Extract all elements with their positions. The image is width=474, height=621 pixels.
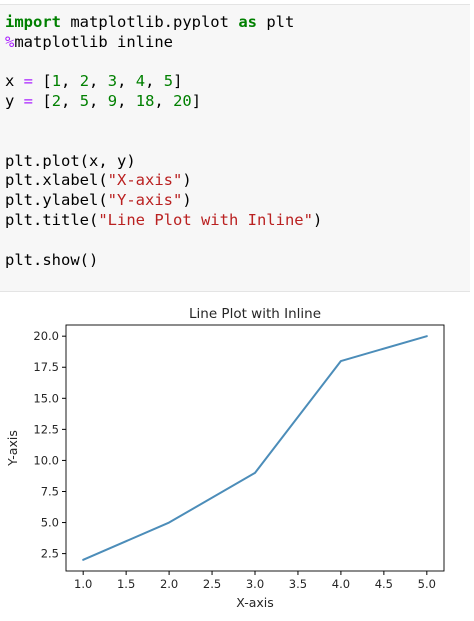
code-line: plt.plot(x, y)	[5, 152, 322, 172]
code-token: y	[5, 92, 24, 110]
code-token: [	[33, 72, 52, 90]
y-axis-label: Y-axis	[5, 430, 20, 467]
code-line: plt.ylabel("Y-axis")	[5, 191, 322, 211]
code-token: 2	[52, 92, 61, 110]
code-token: )	[313, 211, 322, 229]
y-tick-label: 15.0	[33, 391, 59, 405]
code-editor[interactable]: import matplotlib.pyplot as plt%matplotl…	[5, 13, 322, 270]
code-token: plt	[257, 13, 294, 31]
chart-title: Line Plot with Inline	[189, 306, 321, 322]
x-tick-label: 4.0	[332, 577, 350, 591]
code-line: plt.xlabel("X-axis")	[5, 171, 322, 191]
code-token: =	[24, 92, 33, 110]
x-tick-label: 2.0	[160, 577, 178, 591]
code-token: import	[5, 13, 61, 31]
code-token: %	[5, 33, 14, 51]
code-token: ,	[89, 72, 108, 90]
code-token: plt.xlabel(	[5, 171, 108, 189]
code-token: )	[182, 191, 191, 209]
code-token: matplotlib.pyplot	[61, 13, 238, 31]
code-line: plt.show()	[5, 251, 322, 271]
code-token: matplotlib inline	[14, 33, 173, 51]
code-token: 5	[164, 72, 173, 90]
code-token: "Y-axis"	[108, 191, 183, 209]
x-tick-label: 2.5	[203, 577, 221, 591]
code-token: [	[33, 92, 52, 110]
code-line: %matplotlib inline	[5, 33, 322, 53]
code-token: 18	[136, 92, 155, 110]
y-axis-ticks: 2.5 5.0 7.5 10.0 12.5 15.0 17.5 20.0	[33, 329, 66, 560]
x-tick-label: 1.0	[74, 577, 92, 591]
code-token: 3	[108, 72, 117, 90]
code-line	[5, 231, 322, 251]
code-token: plt.show()	[5, 251, 98, 269]
code-line: import matplotlib.pyplot as plt	[5, 13, 322, 33]
code-token: 9	[108, 92, 117, 110]
x-axis-label: X-axis	[236, 595, 274, 610]
code-token: 2	[80, 72, 89, 90]
y-tick-label: 2.5	[41, 547, 59, 561]
code-token: as	[238, 13, 257, 31]
y-tick-label: 10.0	[33, 453, 59, 467]
code-line	[5, 53, 322, 73]
code-token: ,	[117, 92, 136, 110]
code-token: ,	[61, 92, 80, 110]
output-cell: Line Plot with Inline 1.0 1.5 2.0 2.5 3.0 3.5…	[0, 298, 474, 617]
x-tick-label: 3.0	[246, 577, 264, 591]
y-tick-label: 5.0	[41, 516, 59, 530]
y-tick-label: 7.5	[41, 484, 59, 498]
axes-frame	[66, 325, 444, 571]
code-token: ,	[89, 92, 108, 110]
y-tick-label: 17.5	[33, 360, 59, 374]
code-token: 5	[80, 92, 89, 110]
y-tick-label: 12.5	[33, 422, 59, 436]
code-token: x	[5, 72, 24, 90]
code-token: "X-axis"	[108, 171, 183, 189]
code-token: plt.title(	[5, 211, 98, 229]
x-axis-ticks: 1.0 1.5 2.0 2.5 3.0 3.5 4.0 4.5 5.0	[74, 571, 436, 591]
code-token: ,	[61, 72, 80, 90]
code-token: 4	[136, 72, 145, 90]
code-token: 1	[52, 72, 61, 90]
code-token: )	[182, 171, 191, 189]
code-token: ]	[192, 92, 201, 110]
code-token: "Line Plot with Inline"	[98, 211, 313, 229]
x-tick-label: 5.0	[418, 577, 436, 591]
code-token: plt.plot(x, y)	[5, 152, 136, 170]
line-chart: Line Plot with Inline 1.0 1.5 2.0 2.5 3.0 3.5…	[0, 298, 474, 617]
code-token: ,	[145, 72, 164, 90]
code-token: plt.ylabel(	[5, 191, 108, 209]
code-token: ,	[117, 72, 136, 90]
code-token: =	[24, 72, 33, 90]
x-tick-label: 3.5	[289, 577, 307, 591]
series-line	[83, 336, 427, 560]
code-cell[interactable]: import matplotlib.pyplot as plt%matplotl…	[0, 4, 470, 292]
x-tick-label: 1.5	[117, 577, 135, 591]
code-line	[5, 112, 322, 132]
code-line: plt.title("Line Plot with Inline")	[5, 211, 322, 231]
x-tick-label: 4.5	[375, 577, 393, 591]
code-line: x = [1, 2, 3, 4, 5]	[5, 72, 322, 92]
code-token: ]	[173, 72, 182, 90]
y-tick-label: 20.0	[33, 329, 59, 343]
code-line	[5, 132, 322, 152]
code-line: y = [2, 5, 9, 18, 20]	[5, 92, 322, 112]
code-token: 20	[173, 92, 192, 110]
code-token: ,	[154, 92, 173, 110]
